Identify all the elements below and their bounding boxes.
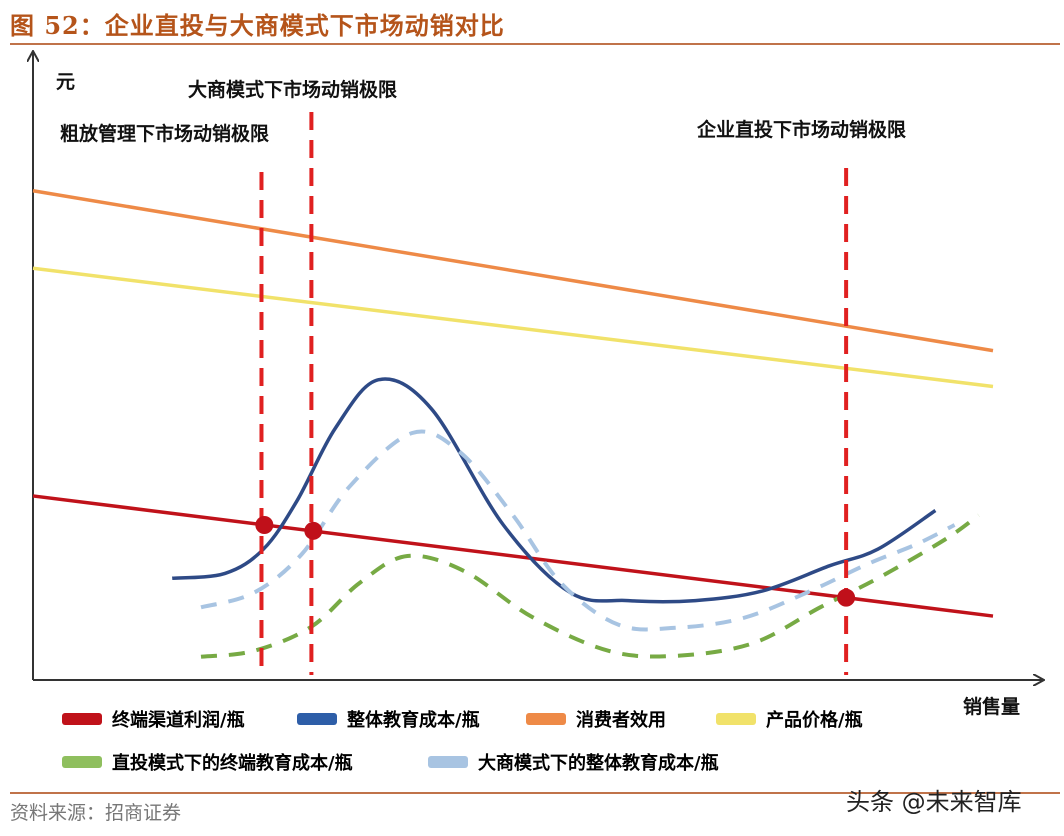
y-axis-label: 元 bbox=[56, 71, 75, 93]
legend-swatch bbox=[526, 713, 566, 725]
series-consumer-utility-line bbox=[32, 189, 994, 353]
series-layer bbox=[32, 189, 994, 659]
legend-swatch bbox=[62, 713, 102, 725]
limit-label-1: 粗放管理下市场动销极限 bbox=[60, 122, 269, 145]
legend-swatch bbox=[716, 713, 756, 725]
watermark: 头条 @未来智库 bbox=[846, 788, 1022, 816]
series-product-price-line bbox=[32, 266, 994, 389]
legend-label: 产品价格/瓶 bbox=[766, 710, 863, 731]
legend-label: 直投模式下的终端教育成本/瓶 bbox=[112, 753, 353, 774]
legend-swatch bbox=[297, 713, 337, 725]
x-axis-label: 销售量 bbox=[963, 695, 1020, 718]
limit-label-3: 企业直投下市场动销极限 bbox=[696, 118, 906, 141]
legend-item-channel-profit: 终端渠道利润/瓶 bbox=[62, 706, 245, 732]
intersection-point-1 bbox=[255, 516, 274, 534]
intersection-point-2 bbox=[304, 521, 323, 540]
legend-item-consumer-utility: 消费者效用 bbox=[526, 706, 666, 732]
legend-swatch bbox=[62, 756, 102, 768]
limit-label-2: 大商模式下市场动销极限 bbox=[188, 78, 397, 101]
series-channel-profit-line bbox=[32, 494, 994, 618]
footer-rule bbox=[10, 792, 1060, 794]
title-underline bbox=[10, 43, 1060, 45]
legend-item-dealer-overall-cost: 大商模式下的整体教育成本/瓶 bbox=[428, 749, 719, 775]
legend-label: 整体教育成本/瓶 bbox=[347, 710, 480, 731]
intersection-points bbox=[255, 516, 856, 607]
series-education-cost-line bbox=[172, 377, 937, 604]
source-note: 资料来源：招商证券 bbox=[10, 802, 182, 824]
legend-label: 终端渠道利润/瓶 bbox=[112, 710, 245, 731]
legend-label: 大商模式下的整体教育成本/瓶 bbox=[478, 753, 719, 774]
legend-item-product-price: 产品价格/瓶 bbox=[716, 706, 863, 732]
intersection-point-3 bbox=[837, 588, 856, 607]
figure-title: 图 52：企业直投与大商模式下市场动销对比 bbox=[10, 11, 505, 40]
series-direct-terminal-cost-line bbox=[200, 513, 980, 659]
legend-item-education-cost: 整体教育成本/瓶 bbox=[297, 706, 480, 732]
legend-swatch bbox=[428, 756, 468, 768]
legend-label: 消费者效用 bbox=[576, 710, 666, 731]
legend-item-direct-terminal-cost: 直投模式下的终端教育成本/瓶 bbox=[62, 749, 353, 775]
